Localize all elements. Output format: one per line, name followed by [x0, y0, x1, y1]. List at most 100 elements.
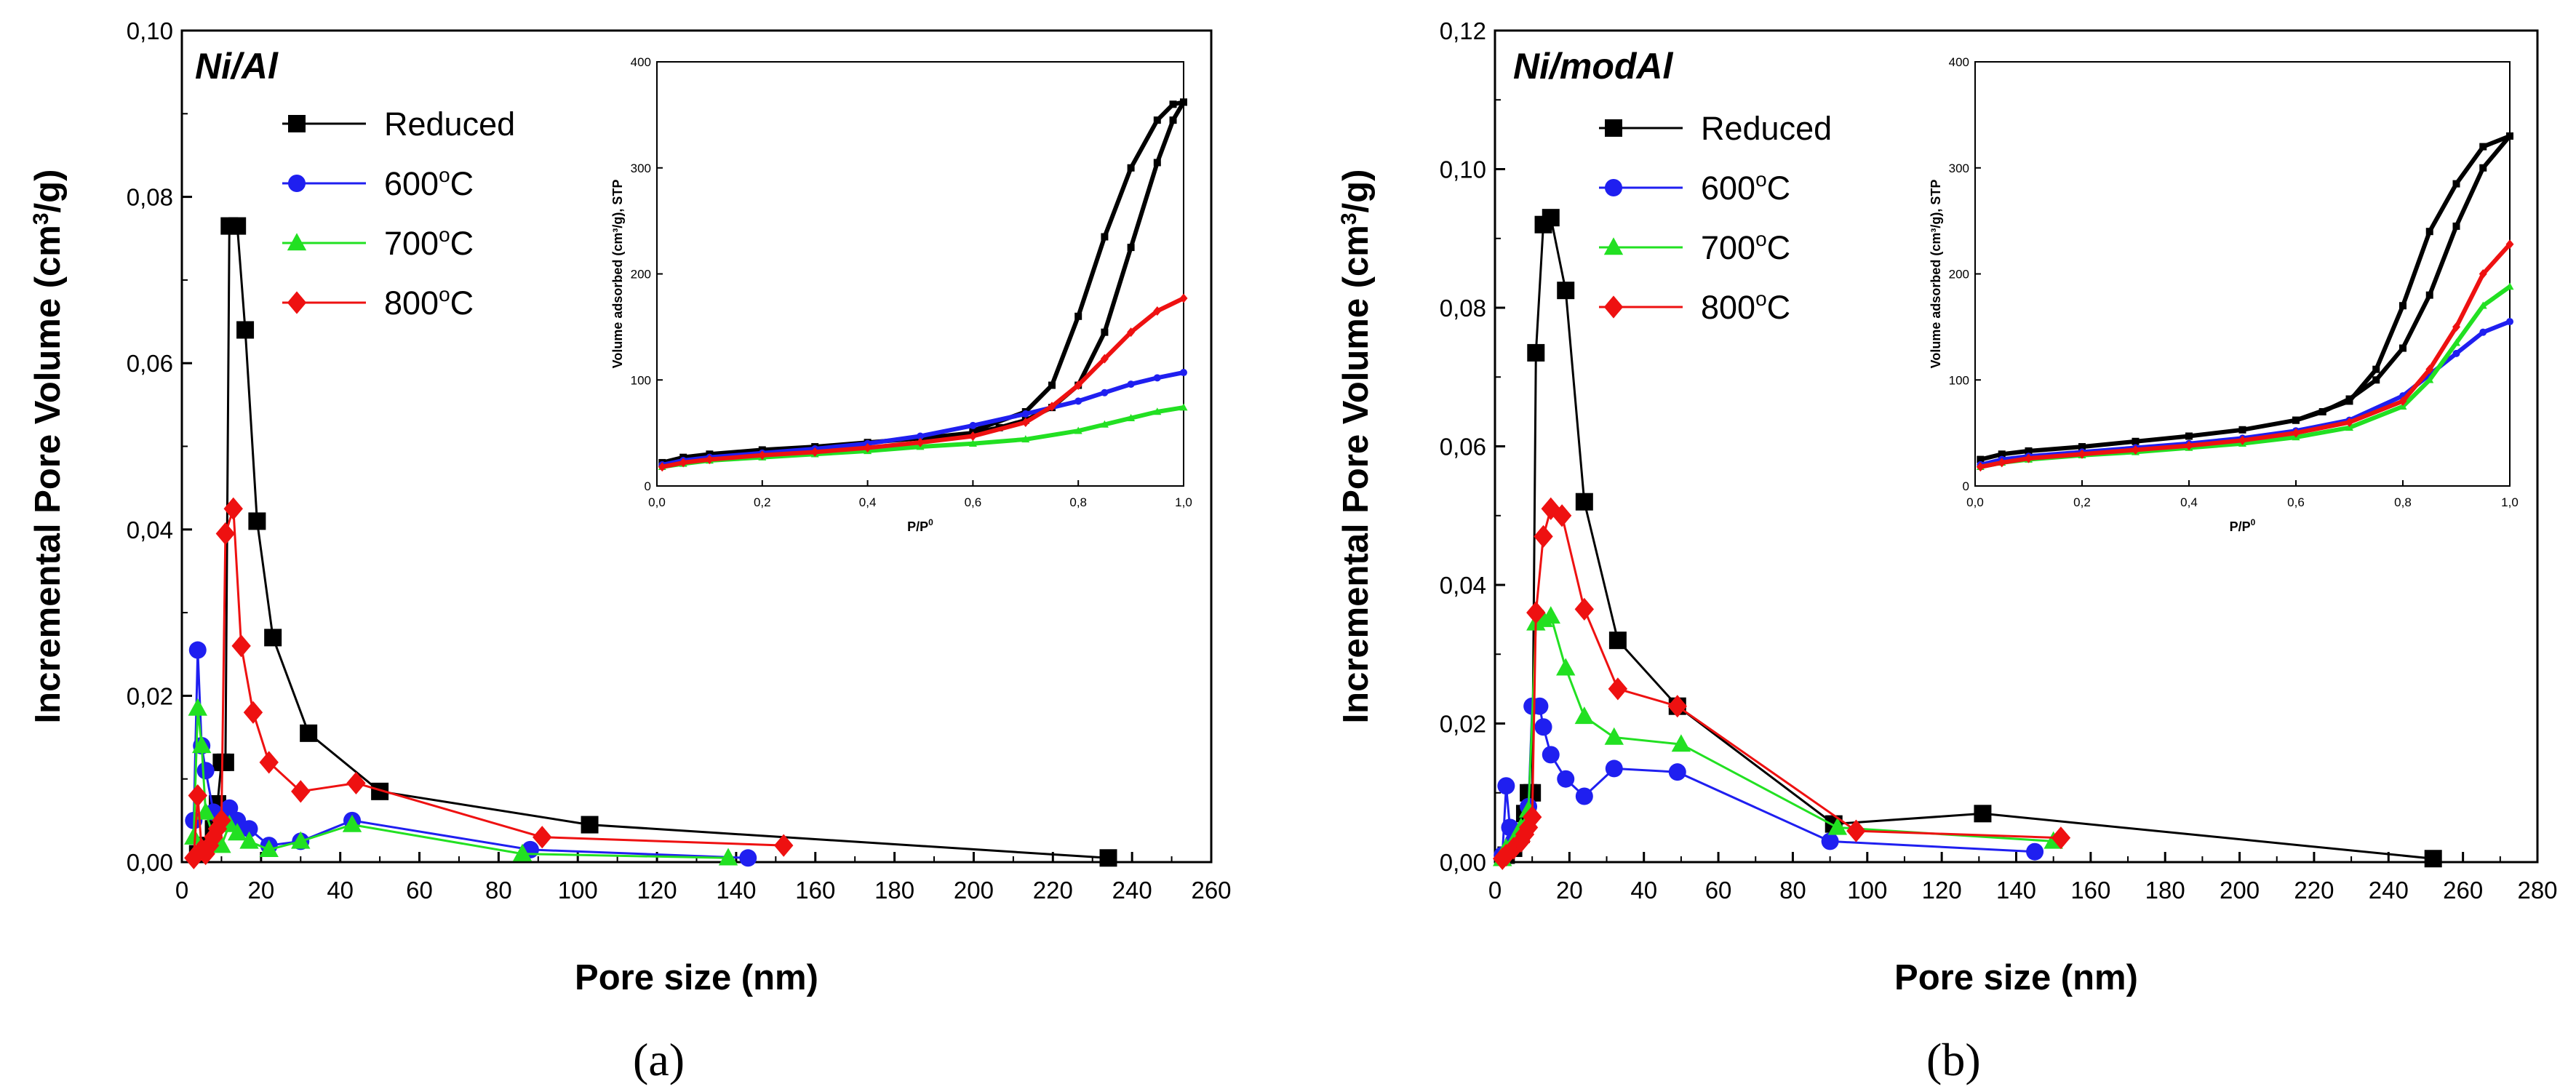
data-point	[718, 848, 738, 866]
legend-label: 800oC	[384, 283, 474, 322]
inset-y-tick-label: 400	[631, 55, 651, 69]
data-point	[1575, 493, 1593, 511]
legend-marker	[1603, 237, 1624, 255]
inset-data-point	[969, 421, 977, 429]
inset-data-point	[658, 462, 666, 472]
inset-x-tick-label: 0,0	[1966, 495, 1984, 509]
inset-data-point	[2479, 143, 2487, 151]
inset-data-point	[2078, 443, 2086, 451]
inset-data-point	[2185, 432, 2193, 440]
legend-label: 800oC	[1701, 287, 1790, 326]
data-point	[346, 771, 366, 795]
data-point	[1534, 718, 1552, 736]
legend-label: 700oC	[1701, 228, 1790, 266]
inset-x-tick-label: 0,2	[2073, 495, 2091, 509]
inset-data-point	[1074, 312, 1082, 320]
x-tick-label: 60	[406, 877, 433, 904]
inset-data-point	[1127, 244, 1135, 252]
data-point	[581, 816, 599, 834]
data-point	[259, 840, 279, 858]
inset-x-tick-label: 0,6	[2287, 495, 2305, 509]
data-point	[1527, 343, 1545, 362]
x-tick-label: 80	[1779, 877, 1806, 904]
x-tick-label: 240	[1112, 877, 1152, 904]
data-point	[1552, 504, 1572, 527]
data-point	[533, 826, 552, 849]
data-point	[188, 641, 207, 659]
panel-a: 0 20 40 60 80 100 120 140 160 180 200 220 240 2600,00…	[28, 17, 1232, 1085]
x-tick-label: 280	[2517, 877, 2557, 904]
inset-data-point	[1048, 381, 1056, 389]
inset-data-point	[1021, 410, 1029, 418]
legend-marker	[288, 115, 306, 132]
inset-data-point	[2506, 132, 2513, 140]
inset-data-point	[810, 447, 819, 457]
data-point	[2051, 826, 2071, 850]
data-point	[1574, 706, 1595, 725]
x-tick-label: 260	[2443, 877, 2483, 904]
inset-data-point	[1021, 418, 1030, 428]
x-tick-label: 40	[1630, 877, 1657, 904]
data-point	[1846, 819, 1866, 842]
legend-label: Reduced	[384, 105, 515, 143]
inset-x-tick-label: 0,0	[648, 495, 666, 509]
inset-data-point	[1101, 233, 1109, 241]
inset-data-point	[2132, 437, 2140, 445]
inset-data-point	[2345, 397, 2353, 405]
inset-y-tick-label: 0	[1963, 479, 1969, 493]
legend-marker	[1605, 119, 1622, 137]
x-tick-label: 120	[637, 877, 677, 904]
inset-y-tick-label: 200	[1949, 268, 1969, 282]
panel-caption: (b)	[1926, 1034, 1981, 1085]
y-tick-label: 0,10	[127, 17, 173, 44]
y-tick-label: 0,04	[1440, 572, 1486, 599]
x-tick-label: 60	[1705, 877, 1732, 904]
inset-x-title: P/P0	[2230, 517, 2256, 534]
inset-data-point	[1101, 388, 1109, 396]
x-tick-label: 120	[1922, 877, 1962, 904]
data-point	[196, 762, 215, 780]
inset-data-point	[1998, 458, 2006, 468]
y-tick-label: 0,06	[1440, 434, 1486, 461]
series-line	[1501, 705, 2035, 856]
inset-data-point	[2345, 423, 2353, 431]
inset-data-point	[2398, 402, 2407, 410]
inset-data-point	[2479, 301, 2487, 309]
data-point	[342, 814, 362, 832]
inset-x-tick-label: 0,8	[2394, 495, 2412, 509]
inset-data-point	[2238, 426, 2246, 434]
inset-data-point	[1169, 100, 1177, 108]
inset-data-point	[705, 455, 714, 465]
inset-data-point	[2452, 338, 2460, 346]
data-point	[188, 784, 207, 808]
inset-data-point	[2345, 418, 2353, 428]
inset-data-point	[2452, 180, 2460, 188]
inset-data-point	[1074, 426, 1082, 434]
inset-y-tick-label: 0	[645, 479, 651, 493]
data-point	[1497, 777, 1515, 795]
panel-b: 0 20 40 60 80 100 120 140 160 180 200 220 240 260 280 0…	[1336, 17, 2558, 1085]
inset-y-tick-label: 300	[1949, 162, 1969, 175]
legend-marker	[287, 233, 307, 251]
data-point	[1574, 597, 1595, 621]
data-point	[300, 724, 318, 742]
data-point	[1504, 837, 1523, 860]
inset-data-point	[2479, 328, 2487, 336]
y-tick-label: 0,08	[1440, 295, 1486, 322]
data-point	[223, 497, 243, 520]
y-axis-title: Incremental Pore Volume (cm3/g)	[28, 170, 68, 724]
inset-x-tick-label: 0,2	[754, 495, 771, 509]
inset-data-point	[968, 431, 977, 441]
inset-frame	[656, 61, 1184, 487]
inset-data-point	[2398, 396, 2407, 406]
inset-data-point	[2399, 302, 2406, 310]
inset-y-tick-label: 400	[1949, 55, 1969, 69]
data-point	[243, 701, 263, 724]
inset-data-point	[2025, 453, 2033, 463]
inset-data-point	[1998, 450, 2006, 458]
data-point	[1556, 658, 1576, 676]
inset-data-point	[2292, 428, 2300, 438]
data-point	[212, 809, 231, 832]
x-tick-label: 160	[795, 877, 835, 904]
